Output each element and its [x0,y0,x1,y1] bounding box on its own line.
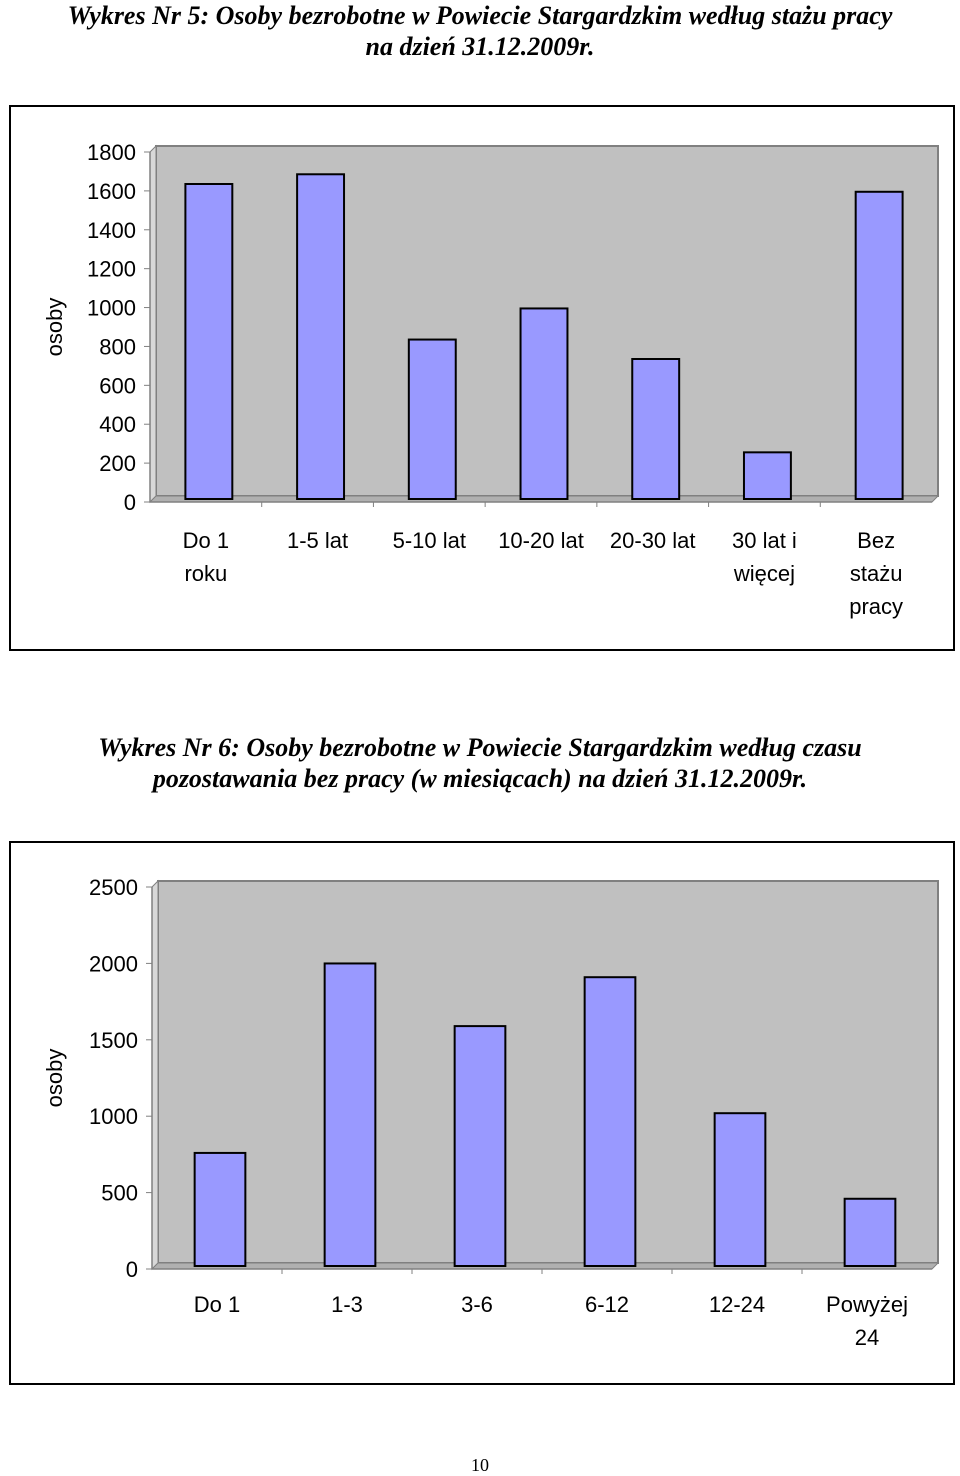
chart-5-y-tick-label: 600 [99,373,136,398]
chart-6-plot-area [157,880,939,1264]
chart-6-title-line-1: Wykres Nr 6: Osoby bezrobotne w Powiecie… [98,733,862,762]
chart-6-bar [583,976,637,1267]
chart-5-title-line-1: Wykres Nr 5: Osoby bezrobotne w Powiecie… [67,1,893,30]
chart-5-y-tick-label: 1800 [87,140,136,165]
chart-5-category-label: Bez [857,528,895,553]
chart-6-category-label: 12-24 [709,1292,765,1317]
chart-6-category-label: 1-3 [331,1292,363,1317]
chart-5-category-label: 20-30 lat [610,528,696,553]
chart-5-side-wall [149,144,157,504]
chart-6-bar [193,1151,247,1268]
chart-6-title: Wykres Nr 6: Osoby bezrobotne w Powiecie… [0,732,960,794]
chart-6-bar [713,1112,767,1268]
chart-5-category-label: 5-10 lat [393,528,466,553]
chart-6-bar [453,1025,507,1267]
chart-5-title-line-2: na dzień 31.12.2009r. [365,32,595,61]
chart-5-bar [519,307,569,501]
chart-5-title: Wykres Nr 5: Osoby bezrobotne w Powiecie… [0,0,960,62]
chart-6-y-tick-label: 1000 [89,1104,138,1129]
chart-6-y-tick-label: 0 [126,1257,138,1282]
chart-6-bar [323,962,377,1267]
chart-5-category-label: stażu [850,561,903,586]
chart-5-y-tick-label: 0 [124,490,136,515]
chart-6-category-label: 24 [855,1325,879,1350]
chart-6-category-label: 3-6 [461,1292,493,1317]
chart-6-y-axis-label: osoby [42,1049,67,1108]
chart-6-category-label: Powyżej [826,1292,908,1317]
chart-6-category-label: 6-12 [585,1292,629,1317]
chart-5-y-axis-label: osoby [42,298,67,357]
chart-5-bar-chart: 0 200 400 600 800 1000 1200 1400 1600 1800 osoby Do… [9,105,955,651]
chart-5-category-label: 1-5 lat [287,528,348,553]
chart-6-bar [843,1197,897,1268]
chart-5-category-label: pracy [849,594,903,619]
chart-6-category-label: Do 1 [194,1292,240,1317]
chart-6-side-wall [151,879,159,1271]
chart-5-category-label: 10-20 lat [498,528,584,553]
chart-5-category-label: 30 lat i [732,528,797,553]
chart-5-bar [407,338,457,500]
chart-5-y-tick-label: 1400 [87,218,136,243]
chart-5-y-tick-label: 200 [99,451,136,476]
chart-5-y-tick-label: 800 [99,334,136,359]
chart-5-bar [742,451,792,501]
chart-6-y-tick-label: 2000 [89,951,138,976]
chart-6-title-line-2: pozostawania bez pracy (w miesiącach) na… [152,764,808,793]
chart-5-y-tick-label: 1600 [87,179,136,204]
chart-6-y-tick-label: 2500 [89,875,138,900]
chart-5-bar [296,173,346,500]
chart-5-y-tick-label: 1000 [87,296,136,321]
chart-5-bar [631,358,681,500]
chart-6-y-tick-label: 1500 [89,1028,138,1053]
chart-5-category-label: roku [184,561,227,586]
chart-5-bar [184,183,234,500]
chart-5-bar [854,190,904,500]
chart-5-category-label: Do 1 [183,528,229,553]
page-number: 10 [471,1455,489,1475]
chart-5-y-tick-label: 400 [99,412,136,437]
chart-6-y-tick-label: 500 [101,1181,138,1206]
chart-5-category-label: więcej [733,561,795,586]
chart-6-bar-chart: 0 500 1000 1500 2000 2500 osoby Do 1 1-3 3-6 6-12 1… [9,841,955,1385]
chart-6-floor [150,1262,940,1270]
chart-5-y-tick-label: 1200 [87,257,136,282]
